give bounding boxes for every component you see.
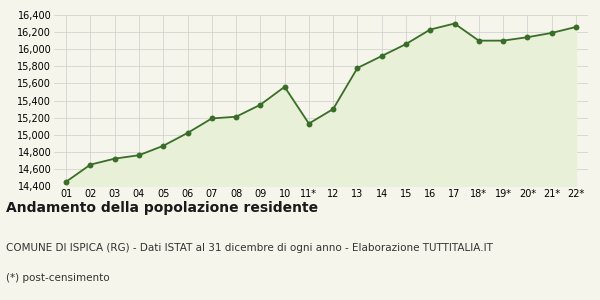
Point	[110, 156, 119, 161]
Point	[86, 162, 95, 167]
Point	[377, 54, 386, 58]
Point	[134, 153, 144, 158]
Point	[328, 106, 338, 111]
Point	[256, 102, 265, 107]
Point	[474, 38, 484, 43]
Point	[498, 38, 508, 43]
Point	[450, 21, 460, 26]
Point	[425, 27, 435, 32]
Point	[353, 66, 362, 70]
Text: (*) post-censimento: (*) post-censimento	[6, 273, 110, 283]
Point	[280, 84, 289, 89]
Point	[207, 116, 217, 121]
Point	[571, 25, 581, 29]
Point	[523, 35, 532, 40]
Point	[158, 143, 168, 148]
Point	[401, 42, 411, 46]
Point	[547, 31, 556, 35]
Point	[304, 121, 314, 126]
Text: Andamento della popolazione residente: Andamento della popolazione residente	[6, 201, 318, 215]
Point	[182, 130, 192, 135]
Text: COMUNE DI ISPICA (RG) - Dati ISTAT al 31 dicembre di ogni anno - Elaborazione TU: COMUNE DI ISPICA (RG) - Dati ISTAT al 31…	[6, 243, 493, 253]
Point	[61, 179, 71, 184]
Point	[231, 114, 241, 119]
